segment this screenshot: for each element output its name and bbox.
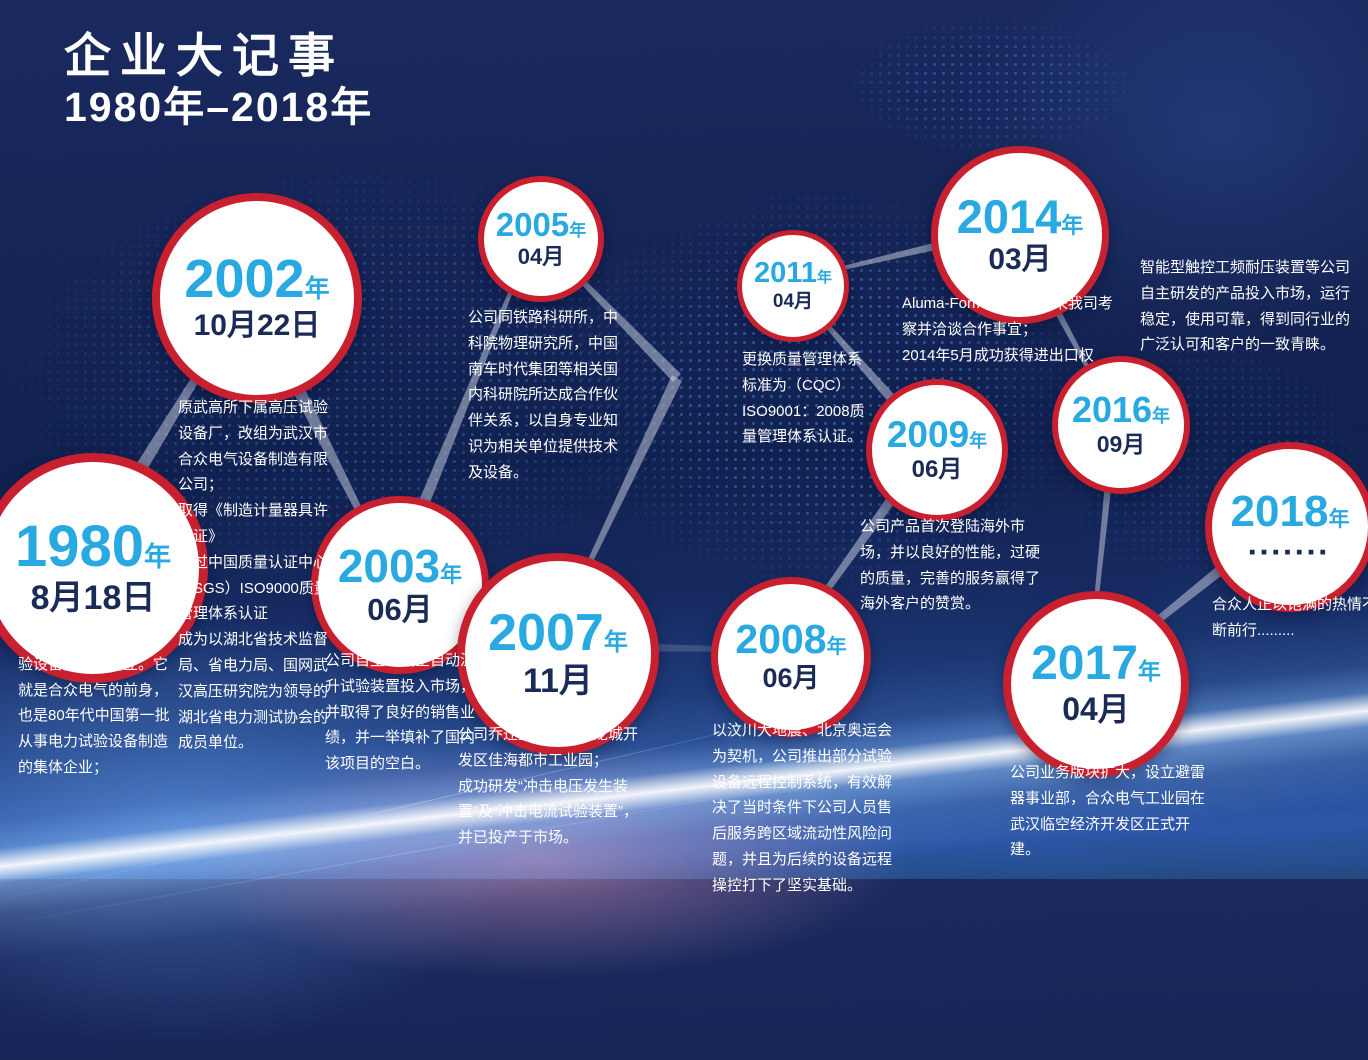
milestone-desc-2014: Aluma-Form,inc的代表来我司考察并洽谈合作事宜； 2014年5月成功…: [902, 295, 1113, 364]
date-label: 06月: [367, 591, 433, 627]
milestone-circle-2009: 2009年 06月: [866, 379, 1008, 521]
milestone-desc-2002: 原武高所下属高压试验设备厂，改组为武汉市合众电气设备制造有限公司； 取得《制造计…: [178, 399, 329, 752]
poster-title-line1: 企业大记事: [64, 29, 344, 82]
year-label: 2009年: [886, 414, 988, 456]
year-label: 2018年: [1230, 487, 1350, 537]
date-label: 8月18日: [30, 578, 156, 617]
milestone-circle-2011: 2011年 04月: [737, 230, 849, 342]
milestone-circle-2002: 2002年 10月22日: [152, 193, 362, 403]
milestone-desc-2008: 以汶川大地震、北京奥运会为契机，公司推出部分试验设备远程控制系统，有效解决了当时…: [712, 722, 893, 894]
milestone-desc-2007: 公司乔迁至武汉市盘龙城开发区佳海都市工业园； 成功研发“冲击电压发生装置”及“冲…: [458, 726, 639, 847]
ellipsis-dots: ▪▪▪▪▪▪▪: [1248, 542, 1332, 564]
year-label: 1980年: [14, 513, 172, 579]
poster-title-line2: 1980年–2018年: [64, 84, 374, 131]
year-label: 2002年: [184, 249, 330, 310]
milestone-circle-2017: 2017年 04月: [1003, 591, 1189, 777]
date-label: 04月: [772, 291, 814, 313]
date-label: 09月: [1096, 431, 1146, 458]
milestone-desc-2018: 合众人正以饱满的热情不断前行.........: [1212, 596, 1368, 639]
milestone-desc-1980: 1980年，武汉高压试验设备厂正式成立。它就是合众电气的前身，也是80年代中国第…: [18, 630, 170, 776]
poster-title: 企业大记事 1980年–2018年: [64, 28, 373, 132]
date-label: 11月: [523, 661, 593, 700]
year-label: 2008年: [735, 616, 847, 663]
milestone-desc-2003: 公司自主研发全自动温升试验装置投入市场，并取得了良好的销售业绩，并一举填补了国内…: [325, 652, 476, 773]
milestone-circle-2018: 2018年 ▪▪▪▪▪▪▪: [1205, 442, 1368, 612]
milestone-desc-2017: 公司业务版块扩大，设立避雷器事业部，合众电气工业园在武汉临空经济开发区正式开建。: [1010, 764, 1206, 859]
year-label: 2007年: [488, 603, 628, 662]
year-label: 2016年: [1071, 389, 1171, 431]
year-label: 2005年: [495, 206, 587, 244]
milestone-circle-2008: 2008年 06月: [711, 577, 871, 737]
year-label: 2011年: [754, 257, 832, 290]
date-label: 06月: [911, 456, 963, 484]
milestone-circle-2005: 2005年 04月: [478, 176, 604, 302]
year-label: 2014年: [956, 189, 1084, 243]
milestone-desc-2005: 公司同铁路科研所，中科院物理研究所，中国南车时代集团等相关国内科研院所达成合作伙…: [468, 309, 619, 481]
date-label: 03月: [988, 242, 1052, 276]
date-label: 10月22日: [193, 309, 321, 343]
milestone-circle-2016: 2016年 09月: [1052, 356, 1190, 494]
date-label: 04月: [1062, 691, 1130, 728]
date-label: 04月: [517, 244, 565, 270]
dot-map-patch-top: [840, 15, 1140, 155]
milestone-desc-2009: 公司产品首次登陆海外市场，并以良好的性能，过硬的质量，完善的服务赢得了海外客户的…: [860, 518, 1041, 613]
milestone-desc-2011: 更换质量管理体系标准为（CQC）ISO9001：2008质量管理体系认证。: [742, 351, 865, 446]
milestone-desc-2016: 智能型触控工频耐压装置等公司自主研发的产品投入市场，运行稳定，使用可靠，得到同行…: [1140, 259, 1351, 354]
year-label: 2003年: [337, 539, 463, 592]
date-label: 06月: [762, 663, 820, 694]
year-label: 2017年: [1031, 637, 1161, 691]
